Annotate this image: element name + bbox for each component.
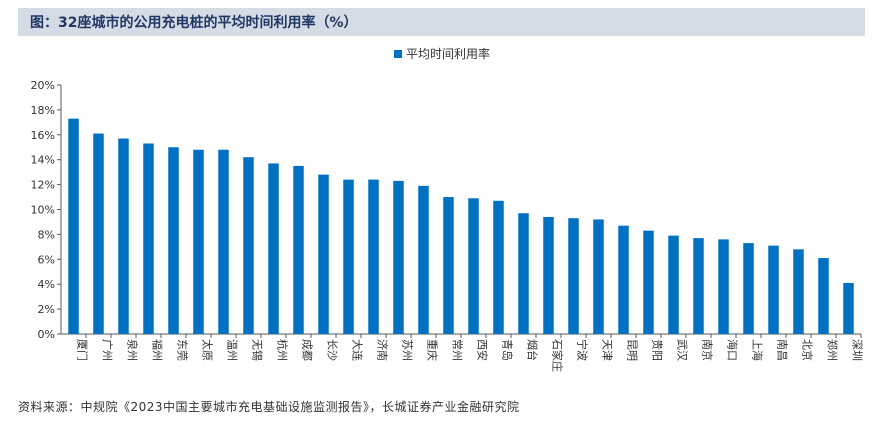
x-tick-label: 烟台 [526,339,540,361]
y-tick-label: 6% [38,253,55,266]
x-tick-label: 东莞 [176,339,189,361]
bar [193,149,204,334]
bar [268,163,279,334]
bar [668,235,679,334]
x-tick-label: 太原 [201,339,214,361]
x-tick-label: 南京 [701,339,715,361]
x-tick-label: 南昌 [776,339,789,361]
y-tick-label: 4% [38,278,55,291]
bar [468,198,479,334]
bar [143,143,154,334]
x-tick-label: 贵阳 [651,339,664,361]
bar [343,179,354,334]
source-note: 资料来源：中规院《2023中国主要城市充电基础设施监测报告》，长城证券产业金融研… [18,400,520,414]
y-tick-label: 16% [31,129,55,142]
x-tick-label: 海口 [726,339,740,361]
x-tick-label: 厦门 [76,339,90,361]
x-tick-label: 无锡 [251,339,265,361]
figure-title-bar: 图：32座城市的公用充电桩的平均时间利用率（%） [18,8,865,36]
x-tick-label: 济南 [376,339,390,361]
bar [543,216,554,334]
x-tick-label: 石家庄 [551,339,565,372]
x-tick-label: 福州 [151,339,165,361]
bar [768,245,779,334]
x-tick-label: 深圳 [851,339,864,361]
x-tick-label: 西安 [476,339,490,361]
y-tick-label: 18% [31,104,55,117]
bar [793,249,804,334]
bar [693,238,704,334]
cropped-header-text [0,0,881,6]
x-tick-label: 郑州 [826,339,840,361]
bar [68,118,79,335]
bar [818,258,829,334]
bar [593,219,604,334]
x-tick-label: 杭州 [276,339,290,361]
x-tick-label: 成都 [301,339,314,361]
bar [293,165,304,334]
x-tick-label: 上海 [751,339,765,361]
bar [743,243,754,334]
bar [243,157,254,334]
x-tick-label: 温州 [226,339,239,361]
bar [443,197,454,334]
y-tick-label: 10% [31,204,55,217]
y-tick-label: 12% [31,179,55,192]
x-tick-label: 重庆 [426,339,440,361]
bar [518,213,529,334]
bar [718,239,729,334]
x-tick-label: 长沙 [326,339,339,361]
y-tick-label: 0% [38,328,55,341]
x-tick-label: 泉州 [126,339,140,361]
bar [568,218,579,334]
x-tick-label: 常州 [451,339,464,361]
figure-title: 图：32座城市的公用充电桩的平均时间利用率（%） [30,15,358,31]
x-tick-label: 苏州 [401,339,414,361]
x-tick-label: 北京 [801,339,815,361]
chart: 0% 2% 4% 6% 8% 10% 12% 14% 16% 18% 20% 厦门 广州 泉州 福州 东莞 太原… [18,40,865,390]
bar-chart-svg: 0% 2% 4% 6% 8% 10% 12% 14% 16% 18% 20% 厦门 广州 泉州 福州 东莞 太原… [31,46,864,372]
x-tick-label: 广州 [101,339,114,361]
bar [643,230,654,334]
y-tick-label: 14% [31,154,55,167]
bar [418,185,429,334]
y-tick-label: 2% [38,303,55,316]
bar [368,179,379,334]
legend-swatch [394,50,402,58]
x-tick-label: 武汉 [676,339,689,361]
bar [218,149,229,334]
bar [393,180,404,334]
bar [618,225,629,334]
y-tick-label: 8% [38,228,55,241]
bar [493,200,504,334]
x-tick-label: 天津 [601,339,614,361]
bar [118,138,129,334]
bar [318,174,329,334]
x-tick-label: 昆明 [626,339,639,361]
y-tick-label: 20% [31,79,55,92]
bar [843,282,854,334]
x-tick-label: 大连 [351,339,365,361]
legend-label: 平均时间利用率 [406,46,490,61]
bar [93,133,104,334]
x-tick-label: 宁波 [576,339,590,361]
bar [168,147,179,334]
x-tick-label: 青岛 [501,339,515,361]
